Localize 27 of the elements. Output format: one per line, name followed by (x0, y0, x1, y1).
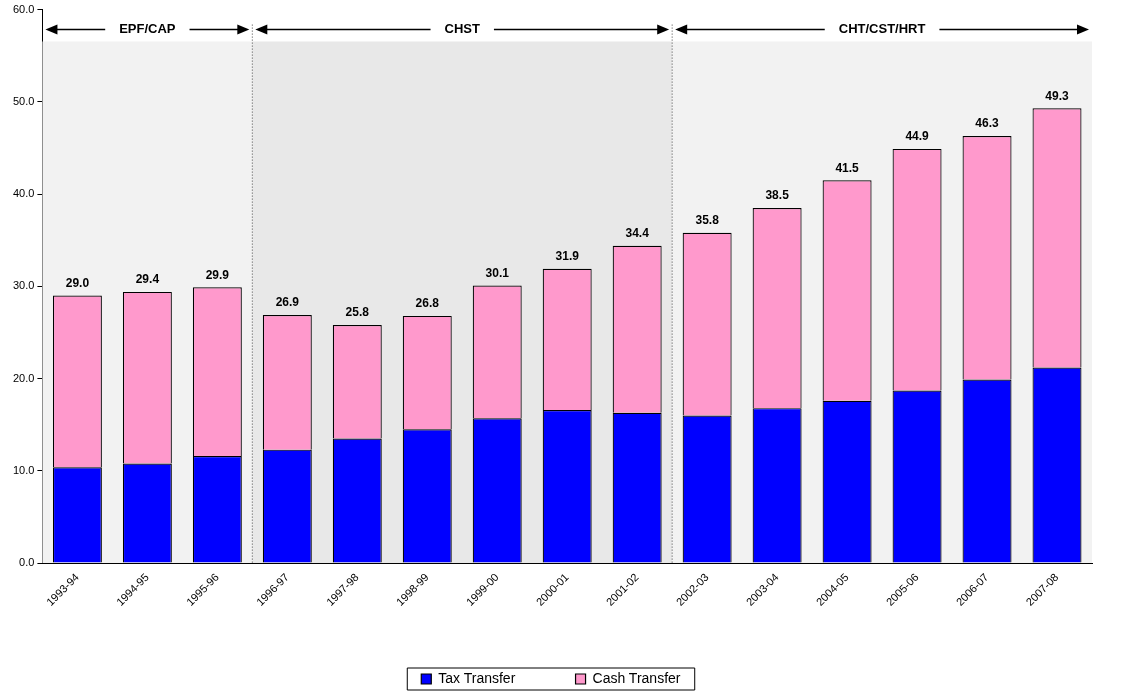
y-tick-label: 0.0 (19, 556, 35, 569)
total-label: 26.9 (275, 295, 300, 310)
y-tick-label: 20.0 (12, 371, 35, 384)
total-label: 29.9 (205, 267, 230, 282)
total-label: 31.9 (555, 249, 580, 264)
total-label: 35.8 (695, 213, 720, 228)
total-label: 38.5 (765, 188, 790, 203)
total-label: 46.3 (975, 116, 1000, 131)
y-tick-label: 60.0 (12, 2, 35, 15)
band-label: CHST (444, 21, 480, 37)
band-label: CHT/CST/HRT (838, 21, 926, 37)
y-tick-label: 10.0 (12, 463, 35, 476)
legend-label: Cash Transfer (592, 669, 681, 686)
total-label: 44.9 (905, 129, 930, 144)
total-label: 25.8 (345, 305, 370, 320)
band-label: EPF/CAP (119, 21, 176, 37)
total-label: 34.4 (625, 226, 650, 241)
total-label: 49.3 (1045, 88, 1070, 103)
y-tick-label: 30.0 (12, 279, 35, 292)
y-tick-label: 50.0 (12, 94, 35, 107)
total-label: 30.1 (485, 265, 510, 280)
total-label: 29.0 (65, 275, 90, 290)
total-label: 29.4 (135, 272, 160, 287)
total-label: 26.8 (415, 296, 440, 311)
legend-label: Tax Transfer (438, 669, 516, 686)
total-label: 41.5 (835, 160, 860, 175)
y-tick-label: 40.0 (12, 187, 35, 200)
